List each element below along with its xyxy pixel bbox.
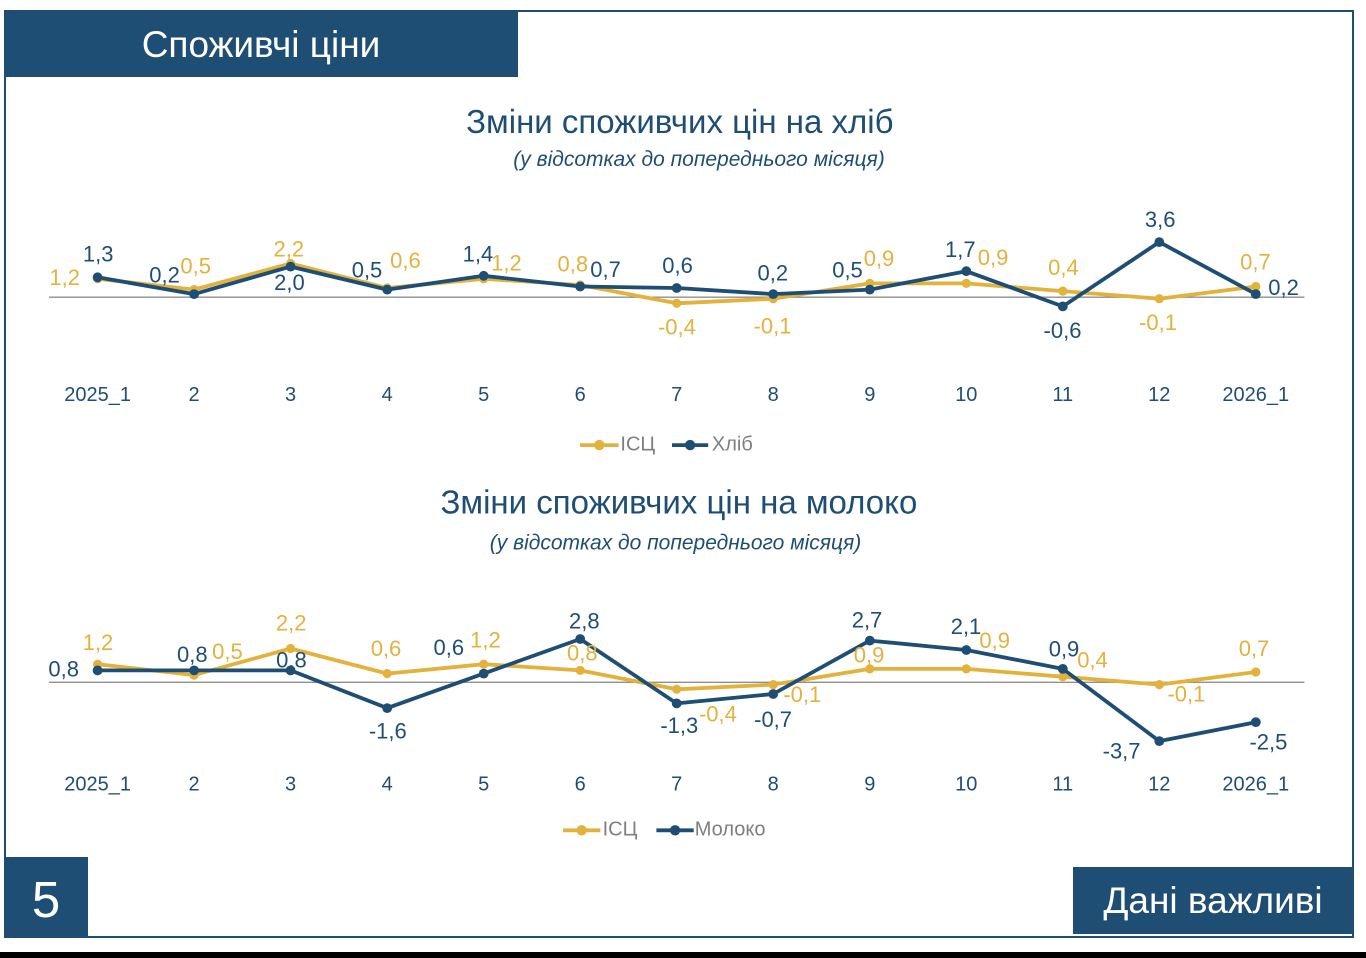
svg-text:1,2: 1,2 bbox=[49, 265, 80, 290]
svg-text:-0,7: -0,7 bbox=[754, 707, 792, 732]
svg-text:12: 12 bbox=[1148, 774, 1170, 796]
svg-text:1,2: 1,2 bbox=[470, 628, 501, 653]
svg-text:1,4: 1,4 bbox=[463, 241, 494, 266]
svg-text:4: 4 bbox=[382, 774, 393, 796]
svg-text:11: 11 bbox=[1052, 384, 1073, 406]
svg-text:0,4: 0,4 bbox=[1077, 648, 1108, 673]
svg-text:3,6: 3,6 bbox=[1145, 207, 1176, 232]
svg-text:0,8: 0,8 bbox=[48, 656, 79, 681]
svg-text:2025_1: 2025_1 bbox=[64, 774, 131, 796]
svg-text:10: 10 bbox=[955, 384, 977, 406]
svg-text:0,8: 0,8 bbox=[567, 641, 598, 666]
svg-text:11: 11 bbox=[1052, 774, 1073, 796]
svg-text:Молоко: Молоко bbox=[695, 819, 766, 841]
svg-text:0,5: 0,5 bbox=[180, 254, 211, 279]
svg-text:-3,7: -3,7 bbox=[1103, 739, 1141, 764]
svg-text:0,8: 0,8 bbox=[276, 648, 307, 673]
svg-text:2026_1: 2026_1 bbox=[1222, 774, 1289, 796]
svg-text:0,5: 0,5 bbox=[212, 639, 243, 664]
svg-text:-0,6: -0,6 bbox=[1044, 318, 1082, 343]
svg-text:0,6: 0,6 bbox=[662, 253, 693, 278]
svg-text:1,7: 1,7 bbox=[945, 237, 976, 262]
svg-text:2,1: 2,1 bbox=[951, 614, 982, 639]
svg-text:-0,4: -0,4 bbox=[699, 702, 737, 727]
svg-text:0,9: 0,9 bbox=[854, 643, 885, 668]
svg-text:3: 3 bbox=[285, 384, 296, 406]
svg-text:0,7: 0,7 bbox=[590, 257, 621, 282]
svg-text:2: 2 bbox=[189, 384, 200, 406]
svg-text:0,6: 0,6 bbox=[434, 635, 465, 660]
svg-text:ІСЦ: ІСЦ bbox=[603, 819, 638, 841]
svg-text:Хліб: Хліб bbox=[712, 434, 753, 456]
svg-text:0,6: 0,6 bbox=[371, 636, 402, 661]
svg-text:2,8: 2,8 bbox=[569, 608, 600, 633]
svg-text:9: 9 bbox=[864, 384, 875, 406]
svg-text:-0,1: -0,1 bbox=[754, 314, 792, 339]
svg-text:10: 10 bbox=[955, 774, 977, 796]
svg-text:(у відсотках до попереднього м: (у відсотках до попереднього місяця) bbox=[490, 532, 861, 555]
svg-text:0,9: 0,9 bbox=[978, 245, 1009, 270]
svg-text:0,5: 0,5 bbox=[832, 258, 863, 283]
svg-text:2,7: 2,7 bbox=[852, 608, 883, 633]
svg-text:2026_1: 2026_1 bbox=[1222, 384, 1289, 406]
svg-text:0,2: 0,2 bbox=[149, 262, 180, 287]
svg-text:-2,5: -2,5 bbox=[1249, 730, 1287, 755]
svg-text:0,4: 0,4 bbox=[1048, 255, 1079, 280]
svg-text:0,6: 0,6 bbox=[390, 248, 421, 273]
svg-text:3: 3 bbox=[285, 774, 296, 796]
svg-text:-0,4: -0,4 bbox=[658, 314, 696, 339]
svg-text:0,9: 0,9 bbox=[864, 246, 895, 271]
svg-text:5: 5 bbox=[478, 774, 489, 796]
svg-text:-0,1: -0,1 bbox=[1139, 310, 1177, 335]
svg-text:1,2: 1,2 bbox=[83, 630, 114, 655]
svg-text:Зміни споживчих цін на хліб: Зміни споживчих цін на хліб bbox=[466, 103, 893, 140]
svg-text:0,2: 0,2 bbox=[1268, 275, 1299, 300]
svg-text:-1,3: -1,3 bbox=[660, 713, 698, 738]
svg-text:9: 9 bbox=[864, 774, 875, 796]
svg-text:0,9: 0,9 bbox=[1049, 637, 1080, 662]
svg-text:2,2: 2,2 bbox=[276, 611, 307, 636]
svg-text:2,2: 2,2 bbox=[274, 236, 305, 261]
svg-text:6: 6 bbox=[575, 774, 586, 796]
svg-text:-1,6: -1,6 bbox=[369, 719, 407, 744]
svg-text:0,2: 0,2 bbox=[758, 260, 789, 285]
svg-text:4: 4 bbox=[382, 384, 393, 406]
svg-text:0,9: 0,9 bbox=[979, 628, 1010, 653]
svg-text:5: 5 bbox=[478, 384, 489, 406]
svg-text:6: 6 bbox=[575, 384, 586, 406]
svg-text:0,7: 0,7 bbox=[1239, 636, 1270, 661]
svg-text:-0,1: -0,1 bbox=[1167, 681, 1205, 706]
svg-text:0,5: 0,5 bbox=[352, 258, 383, 283]
svg-text:ІСЦ: ІСЦ bbox=[620, 434, 655, 456]
svg-text:8: 8 bbox=[768, 774, 779, 796]
svg-text:(у відсотках до попереднього м: (у відсотках до попереднього місяця) bbox=[513, 148, 884, 171]
svg-text:7: 7 bbox=[671, 384, 682, 406]
svg-text:12: 12 bbox=[1148, 384, 1170, 406]
svg-text:-0,1: -0,1 bbox=[783, 682, 821, 707]
svg-text:0,8: 0,8 bbox=[558, 251, 589, 276]
svg-text:2,0: 2,0 bbox=[274, 270, 305, 295]
svg-text:8: 8 bbox=[768, 384, 779, 406]
svg-text:7: 7 bbox=[671, 774, 682, 796]
svg-text:1,2: 1,2 bbox=[491, 251, 522, 276]
svg-text:1,3: 1,3 bbox=[83, 242, 114, 267]
svg-text:2025_1: 2025_1 bbox=[64, 384, 131, 406]
svg-text:0,8: 0,8 bbox=[177, 642, 208, 667]
svg-text:0,7: 0,7 bbox=[1240, 250, 1271, 275]
svg-text:2: 2 bbox=[189, 774, 200, 796]
svg-text:Зміни споживчих цін на молоко: Зміни споживчих цін на молоко bbox=[440, 484, 917, 521]
